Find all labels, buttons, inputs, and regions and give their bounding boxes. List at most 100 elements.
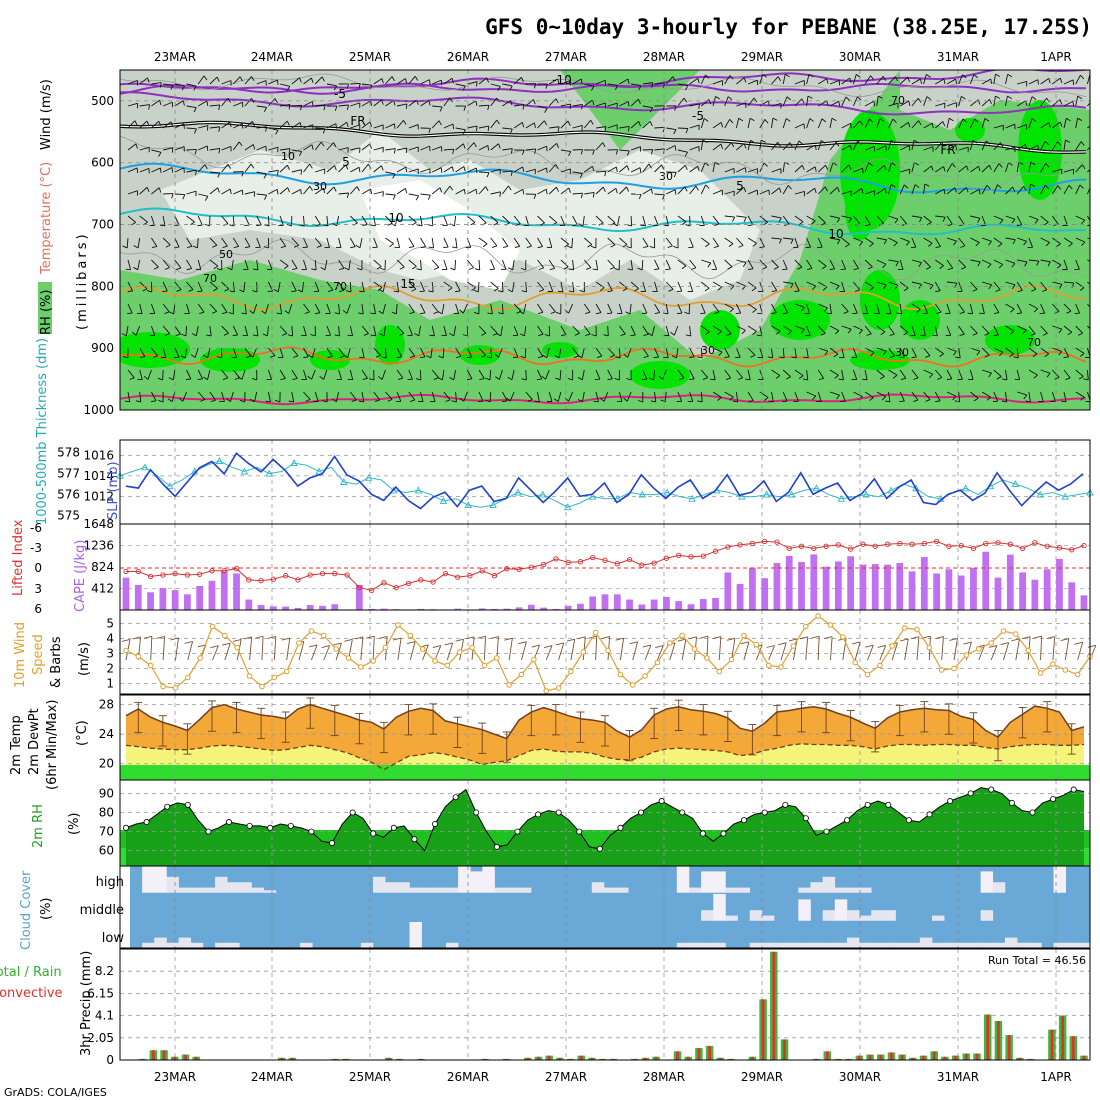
wind-barb-flag (1025, 400, 1031, 403)
wind-barb-flag (639, 167, 642, 173)
thickness-marker (340, 478, 348, 485)
wind-barb (864, 118, 870, 129)
wind-barb-flag (291, 290, 297, 293)
wind-barb-flag (374, 399, 380, 402)
wind10m-barb (743, 641, 750, 661)
wind-barb (736, 187, 745, 195)
wind-barb-flag (252, 268, 259, 271)
precip-convective-bar (1018, 1057, 1022, 1060)
wind-barb-flag (399, 266, 405, 270)
tick-label: 90 (99, 786, 114, 800)
wind-barb-flag (1089, 74, 1090, 75)
wind-barb (923, 391, 931, 400)
wind-barb (571, 237, 574, 249)
li-marker (946, 543, 952, 549)
wind-barb-flag (405, 78, 408, 84)
wind-barb (642, 237, 649, 247)
wind-barb (689, 103, 700, 107)
wind-barb-flag (370, 312, 376, 315)
contour-label: 10 (388, 211, 403, 225)
wind-barb-flag (882, 263, 887, 269)
wind-barb-flag (164, 333, 170, 336)
wind-barb (631, 83, 642, 86)
wind-barb (151, 237, 158, 247)
wind-barb-flag (204, 223, 210, 227)
wind-barb (853, 391, 863, 397)
wind-barb (993, 124, 1004, 129)
wind-barb-flag (486, 77, 489, 83)
wind-barb-flag (439, 187, 443, 193)
wind-barb (583, 303, 591, 313)
wind-barb-flag (737, 377, 743, 380)
wind-barb-flag (293, 244, 299, 248)
wind-barb (771, 168, 782, 173)
wind-barb (817, 164, 826, 173)
wind-speed-marker (790, 643, 797, 649)
wind-barb (771, 281, 778, 291)
wind-barb (829, 100, 840, 107)
wind10m-barb-flag (910, 636, 920, 640)
wind-barb-flag (705, 184, 710, 189)
wind-barb-flag (1094, 143, 1096, 147)
wind-barb (1063, 391, 1067, 402)
wind-barb (794, 140, 800, 151)
wind-barb-flag (1079, 287, 1085, 291)
wind-barb (735, 347, 741, 358)
wind-barb (759, 369, 764, 380)
wind-barb (151, 167, 161, 173)
wind10m-barb-flag (477, 635, 486, 639)
wind10m-barb-flag (824, 636, 833, 640)
wind-barb-flag (591, 86, 595, 91)
wind-barb (1005, 237, 1016, 241)
wind-barb-flag (729, 396, 734, 401)
wind-barb-flag (917, 98, 922, 103)
wind10m-barb (187, 641, 194, 661)
wind-barb (864, 259, 873, 268)
wind-barb (677, 303, 683, 314)
wind-barb-flag (579, 290, 585, 293)
wind10m-barb-flag (455, 638, 464, 642)
wind10m-barb-flag (577, 636, 586, 640)
wind-barb-flag (334, 165, 337, 171)
cloud-bar (907, 942, 921, 948)
wind-barb-flag (545, 83, 548, 89)
wind10m-barb-flag (143, 635, 152, 639)
wind10m-barb-flag (566, 638, 575, 642)
wind-barb (946, 391, 957, 397)
wind-barb (654, 281, 658, 292)
rh-fill (126, 787, 1084, 866)
tick-label: 578 (57, 446, 80, 460)
wind-barb (396, 391, 402, 402)
wind-barb-flag (1011, 218, 1016, 224)
wind-barb (864, 303, 869, 314)
cape-bar (650, 599, 658, 610)
wind10m-barb (1003, 642, 1010, 661)
rh-marker (596, 845, 603, 852)
wind-barb-flag (506, 397, 511, 402)
cape-bar (859, 564, 867, 610)
wind-barb-flag (499, 191, 501, 197)
wind-barb (1087, 146, 1090, 151)
wind-barb (139, 120, 148, 129)
wind-barb-flag (378, 288, 384, 293)
wind-barb-flag (434, 267, 440, 270)
wind-barb-flag (234, 377, 240, 380)
li-marker (553, 556, 559, 562)
wind-barb (326, 165, 335, 173)
wind-barb-flag (732, 216, 736, 222)
wind-barb (349, 215, 358, 224)
cloud-bar (154, 937, 167, 948)
wind-barb-flag (918, 120, 922, 126)
cape-bar (171, 590, 179, 610)
wind-barb (700, 215, 705, 226)
wind-barb (806, 215, 816, 222)
wind10m-barb-flag (233, 638, 242, 642)
wind-barb (1028, 281, 1037, 290)
wind-barb (443, 281, 453, 289)
wind-barb (1028, 369, 1038, 376)
wind-barb (347, 347, 351, 358)
wind-barb (197, 75, 205, 85)
wind-barb-flag (685, 128, 689, 134)
slp-line (125, 452, 1084, 510)
wind-barb-flag (752, 309, 757, 313)
